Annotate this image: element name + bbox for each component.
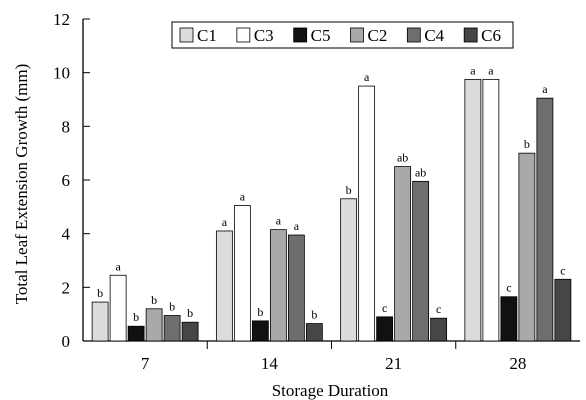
bar — [269, 229, 287, 342]
data-label: a — [470, 63, 476, 77]
bar — [536, 97, 554, 342]
legend-swatch — [406, 27, 421, 43]
bar — [305, 323, 323, 342]
y-tick-label: 10 — [53, 64, 70, 83]
x-tick-label: 28 — [509, 354, 526, 373]
data-label: c — [560, 263, 565, 277]
legend-label: C6 — [481, 26, 501, 45]
legend-box — [171, 21, 514, 49]
data-label: b — [346, 183, 352, 197]
x-tick-label: 7 — [141, 354, 150, 373]
data-label: c — [506, 281, 511, 295]
bar — [163, 315, 181, 342]
data-label: a — [488, 63, 494, 77]
bar — [500, 296, 518, 342]
data-label: ab — [397, 151, 408, 165]
bar — [518, 152, 536, 342]
legend-swatch — [463, 27, 478, 43]
y-tick-label: 6 — [62, 171, 71, 190]
y-axis-title: Total Leaf Extension Growth (mm) — [12, 64, 31, 305]
x-tick-label: 21 — [385, 354, 402, 373]
bar — [358, 85, 376, 342]
y-tick-label: 2 — [62, 278, 71, 297]
legend-swatch — [350, 27, 364, 43]
data-label: b — [524, 137, 530, 151]
legend-swatch — [236, 27, 251, 43]
data-label: b — [97, 286, 103, 300]
bar — [340, 198, 358, 342]
data-label: a — [542, 82, 548, 96]
bar — [145, 308, 163, 342]
legend-label: C2 — [368, 26, 388, 45]
legend-label: C5 — [311, 26, 331, 45]
data-label: a — [364, 70, 370, 84]
legend-swatch — [293, 27, 308, 43]
bar — [482, 78, 500, 342]
bar — [233, 205, 251, 342]
data-label: a — [276, 214, 282, 228]
data-label: a — [240, 189, 246, 203]
bar — [394, 166, 412, 342]
data-label: b — [187, 306, 193, 320]
data-label: c — [382, 301, 387, 315]
bar — [251, 320, 269, 342]
bar — [376, 316, 394, 342]
data-label: b — [311, 308, 317, 322]
data-label: b — [151, 293, 157, 307]
y-tick-label: 0 — [62, 332, 71, 351]
data-label: a — [115, 259, 121, 273]
legend-label: C1 — [197, 26, 217, 45]
data-label: b — [133, 310, 139, 324]
x-axis-title: Storage Duration — [272, 381, 389, 400]
bar — [554, 278, 572, 342]
legend-label: C3 — [254, 26, 274, 45]
y-tick-label: 4 — [62, 225, 71, 244]
data-label: ab — [415, 165, 426, 179]
data-label: b — [257, 305, 263, 319]
data-label: a — [222, 215, 228, 229]
bar — [464, 78, 482, 342]
legend-swatch — [179, 27, 194, 43]
y-tick-label: 8 — [62, 117, 71, 136]
data-label: c — [436, 302, 441, 316]
bar — [287, 234, 305, 342]
bar — [215, 230, 233, 342]
bar — [91, 301, 109, 342]
bar — [412, 180, 430, 342]
data-label: a — [294, 219, 300, 233]
y-tick-label: 12 — [53, 10, 70, 29]
data-label: b — [169, 300, 175, 314]
bar — [127, 325, 145, 342]
bar — [109, 274, 127, 342]
bar — [181, 321, 199, 342]
legend-label: C4 — [424, 26, 444, 45]
bar — [430, 317, 448, 342]
legend: C1 C3 C5 C2 C4 C6 — [171, 21, 514, 49]
x-tick-label: 14 — [261, 354, 279, 373]
